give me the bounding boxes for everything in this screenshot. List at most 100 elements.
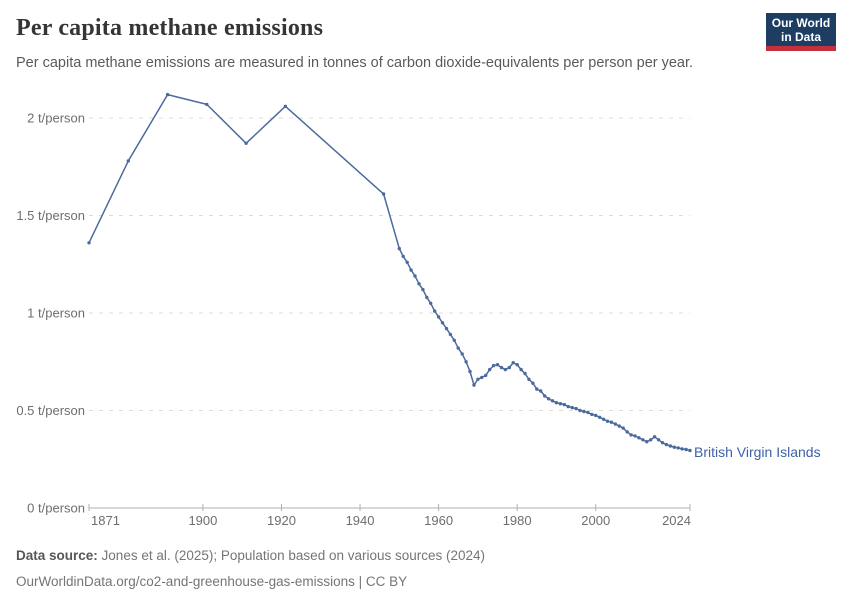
data-point[interactable]: [381, 192, 386, 196]
data-point[interactable]: [397, 246, 401, 251]
x-axis-label: 1871: [91, 513, 120, 528]
data-point[interactable]: [527, 377, 531, 381]
data-point[interactable]: [468, 369, 472, 374]
data-point[interactable]: [601, 417, 606, 421]
y-axis-label: 1.5 t/person: [16, 208, 85, 223]
data-point[interactable]: [440, 321, 445, 325]
data-point[interactable]: [413, 274, 417, 278]
data-point[interactable]: [613, 422, 618, 426]
owid-logo-line2: in Data: [780, 29, 821, 44]
data-point[interactable]: [165, 92, 170, 97]
data-point[interactable]: [405, 260, 409, 264]
data-line: [88, 93, 691, 452]
data-point[interactable]: [205, 102, 209, 107]
data-point[interactable]: [558, 402, 563, 406]
data-point[interactable]: [586, 410, 590, 415]
data-point[interactable]: [664, 442, 669, 447]
data-point[interactable]: [605, 419, 610, 423]
x-axis-label: 1940: [346, 513, 375, 528]
data-point[interactable]: [570, 405, 574, 410]
footer-datasource-line: Data source: Jones et al. (2025); Popula…: [16, 543, 485, 569]
data-point[interactable]: [456, 346, 460, 350]
data-point[interactable]: [523, 371, 527, 376]
data-point[interactable]: [531, 381, 535, 385]
data-point[interactable]: [641, 438, 645, 442]
data-point[interactable]: [476, 377, 480, 381]
data-point[interactable]: [491, 363, 496, 368]
data-point[interactable]: [488, 367, 492, 372]
data-point[interactable]: [566, 404, 570, 409]
data-point[interactable]: [598, 415, 602, 419]
data-point[interactable]: [574, 406, 578, 411]
datasource-label: Data source:: [16, 548, 98, 563]
data-point[interactable]: [617, 424, 621, 428]
data-point[interactable]: [688, 448, 692, 453]
data-point[interactable]: [444, 326, 449, 331]
data-point[interactable]: [676, 446, 680, 450]
data-point[interactable]: [87, 241, 91, 245]
data-point[interactable]: [452, 338, 456, 342]
data-point[interactable]: [637, 436, 641, 440]
data-point[interactable]: [609, 420, 614, 424]
data-point[interactable]: [421, 287, 425, 292]
data-point[interactable]: [409, 268, 413, 272]
data-point[interactable]: [511, 361, 515, 365]
series-end-label[interactable]: British Virgin Islands: [694, 444, 821, 460]
footer-link[interactable]: OurWorldinData.org/co2-and-greenhouse-ga…: [16, 574, 408, 589]
data-point[interactable]: [656, 438, 661, 442]
data-point[interactable]: [625, 430, 629, 434]
data-point[interactable]: [578, 408, 582, 413]
data-point[interactable]: [507, 365, 511, 370]
owid-logo-text: Our World in Data: [766, 13, 836, 46]
line-chart[interactable]: 0 t/person 0.5 t/person 1 t/person 1.5 t/pe…: [0, 0, 850, 540]
data-point[interactable]: [621, 426, 625, 430]
data-point[interactable]: [244, 141, 248, 145]
data-point[interactable]: [499, 365, 504, 370]
data-point[interactable]: [480, 375, 484, 380]
data-point[interactable]: [472, 383, 476, 387]
data-point[interactable]: [680, 447, 684, 451]
data-point[interactable]: [672, 445, 676, 449]
x-axis-label: 1920: [267, 513, 296, 528]
data-point[interactable]: [550, 399, 555, 403]
data-point[interactable]: [539, 389, 543, 393]
data-point[interactable]: [503, 367, 508, 372]
data-point[interactable]: [417, 282, 421, 286]
data-point[interactable]: [448, 332, 453, 337]
data-point[interactable]: [562, 402, 566, 407]
y-axis-label: 0 t/person: [27, 501, 85, 516]
data-point[interactable]: [660, 441, 665, 445]
data-point[interactable]: [629, 433, 633, 437]
data-point[interactable]: [126, 159, 130, 163]
data-point[interactable]: [515, 363, 519, 367]
data-point[interactable]: [546, 397, 551, 401]
y-axis-label: 1 t/person: [27, 306, 85, 321]
data-point[interactable]: [495, 363, 500, 367]
data-point[interactable]: [519, 367, 523, 372]
data-point[interactable]: [590, 412, 594, 417]
data-point[interactable]: [484, 373, 488, 378]
data-point[interactable]: [543, 394, 547, 398]
data-point[interactable]: [401, 254, 405, 259]
x-axis-label: 1980: [503, 513, 532, 528]
y-axis-label: 2 t/person: [27, 111, 85, 126]
data-point[interactable]: [554, 401, 559, 405]
data-point[interactable]: [433, 309, 437, 313]
data-point[interactable]: [460, 352, 464, 356]
data-point[interactable]: [668, 444, 673, 448]
data-point[interactable]: [425, 295, 429, 300]
data-point[interactable]: [633, 434, 637, 438]
data-point[interactable]: [649, 438, 653, 442]
data-point[interactable]: [652, 435, 657, 439]
data-point[interactable]: [436, 315, 441, 319]
data-point[interactable]: [464, 360, 468, 364]
owid-logo[interactable]: Our World in Data: [766, 13, 836, 51]
data-point[interactable]: [283, 104, 288, 109]
owid-logo-accent: [766, 46, 836, 51]
data-point[interactable]: [582, 409, 586, 414]
data-point[interactable]: [684, 447, 688, 452]
data-point[interactable]: [429, 301, 433, 305]
data-point[interactable]: [535, 387, 539, 391]
data-point[interactable]: [645, 440, 649, 444]
data-point[interactable]: [594, 413, 598, 418]
